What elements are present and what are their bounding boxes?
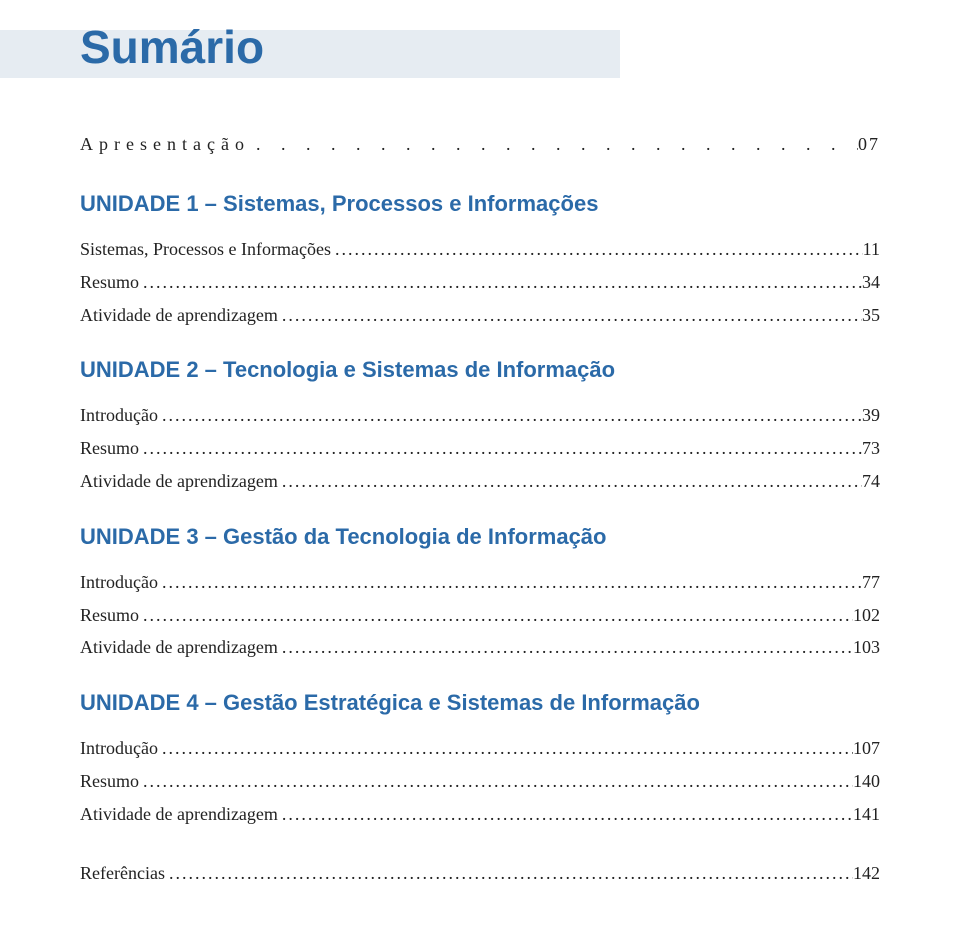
presentation-leader-dots: . . . . . . . . . . . . . . . . . . . . … <box>250 134 858 155</box>
leader-dots: ........................................… <box>158 568 862 597</box>
page: Sumário Apresentação . . . . . . . . . .… <box>0 0 960 932</box>
toc-page-number: 34 <box>862 268 880 297</box>
references-block: Referências ............................… <box>80 859 880 888</box>
toc-label: Introdução <box>80 568 158 597</box>
toc-page-number: 35 <box>862 301 880 330</box>
toc-line: Resumo .................................… <box>80 601 880 630</box>
toc-line: Resumo .................................… <box>80 767 880 796</box>
toc-line: Atividade de aprendizagem ..............… <box>80 467 880 496</box>
toc-page-number: 141 <box>853 800 880 829</box>
toc-label: Atividade de aprendizagem <box>80 633 278 662</box>
unit-block: UNIDADE 4 – Gestão Estratégica e Sistema… <box>80 690 880 828</box>
toc-line: Atividade de aprendizagem ..............… <box>80 800 880 829</box>
references-label: Referências <box>80 859 165 888</box>
unit-heading: UNIDADE 1 – Sistemas, Processos e Inform… <box>80 191 880 217</box>
toc-page-number: 39 <box>862 401 880 430</box>
toc-page-number: 140 <box>853 767 880 796</box>
toc-page-number: 11 <box>863 235 880 264</box>
toc-page-number: 102 <box>853 601 880 630</box>
toc-label: Atividade de aprendizagem <box>80 467 278 496</box>
toc-label: Sistemas, Processos e Informações <box>80 235 331 264</box>
toc-page-number: 77 <box>862 568 880 597</box>
presentation-page-number: 07 <box>858 134 880 155</box>
leader-dots: ........................................… <box>139 767 853 796</box>
references-page-number: 142 <box>853 859 880 888</box>
toc-line: Introdução .............................… <box>80 568 880 597</box>
toc-label: Atividade de aprendizagem <box>80 301 278 330</box>
presentation-label: Apresentação <box>80 134 250 155</box>
toc-line: Resumo .................................… <box>80 268 880 297</box>
leader-dots: ........................................… <box>331 235 863 264</box>
leader-dots: ........................................… <box>139 268 862 297</box>
toc-page-number: 74 <box>862 467 880 496</box>
unit-heading: UNIDADE 2 – Tecnologia e Sistemas de Inf… <box>80 357 880 383</box>
toc-label: Atividade de aprendizagem <box>80 800 278 829</box>
toc-line: Resumo .................................… <box>80 434 880 463</box>
toc-line: Introdução .............................… <box>80 734 880 763</box>
toc-label: Resumo <box>80 601 139 630</box>
leader-dots: ........................................… <box>278 633 853 662</box>
leader-dots: ........................................… <box>139 434 862 463</box>
unit-block: UNIDADE 3 – Gestão da Tecnologia de Info… <box>80 524 880 662</box>
toc-page-number: 107 <box>853 734 880 763</box>
toc-page-number: 103 <box>853 633 880 662</box>
toc-label: Resumo <box>80 268 139 297</box>
toc-line: Atividade de aprendizagem ..............… <box>80 633 880 662</box>
unit-block: UNIDADE 2 – Tecnologia e Sistemas de Inf… <box>80 357 880 495</box>
toc-page-number: 73 <box>862 434 880 463</box>
toc-label: Introdução <box>80 401 158 430</box>
leader-dots: ........................................… <box>139 601 853 630</box>
leader-dots: ........................................… <box>158 401 862 430</box>
presentation-row: Apresentação . . . . . . . . . . . . . .… <box>80 134 880 155</box>
leader-dots: ........................................… <box>278 301 862 330</box>
leader-dots: ........................................… <box>278 800 853 829</box>
leader-dots: ........................................… <box>158 734 853 763</box>
toc-label: Resumo <box>80 767 139 796</box>
unit-block: UNIDADE 1 – Sistemas, Processos e Inform… <box>80 191 880 329</box>
toc-line: Sistemas, Processos e Informações ......… <box>80 235 880 264</box>
unit-heading: UNIDADE 4 – Gestão Estratégica e Sistema… <box>80 690 880 716</box>
page-title: Sumário <box>80 20 880 74</box>
unit-heading: UNIDADE 3 – Gestão da Tecnologia de Info… <box>80 524 880 550</box>
leader-dots: ........................................… <box>278 467 862 496</box>
toc-line: Atividade de aprendizagem ..............… <box>80 301 880 330</box>
leader-dots: ........................................… <box>165 859 853 888</box>
toc-label: Introdução <box>80 734 158 763</box>
toc-line: Introdução .............................… <box>80 401 880 430</box>
toc-line: Referências ............................… <box>80 859 880 888</box>
toc-label: Resumo <box>80 434 139 463</box>
title-wrap: Sumário <box>80 20 880 74</box>
